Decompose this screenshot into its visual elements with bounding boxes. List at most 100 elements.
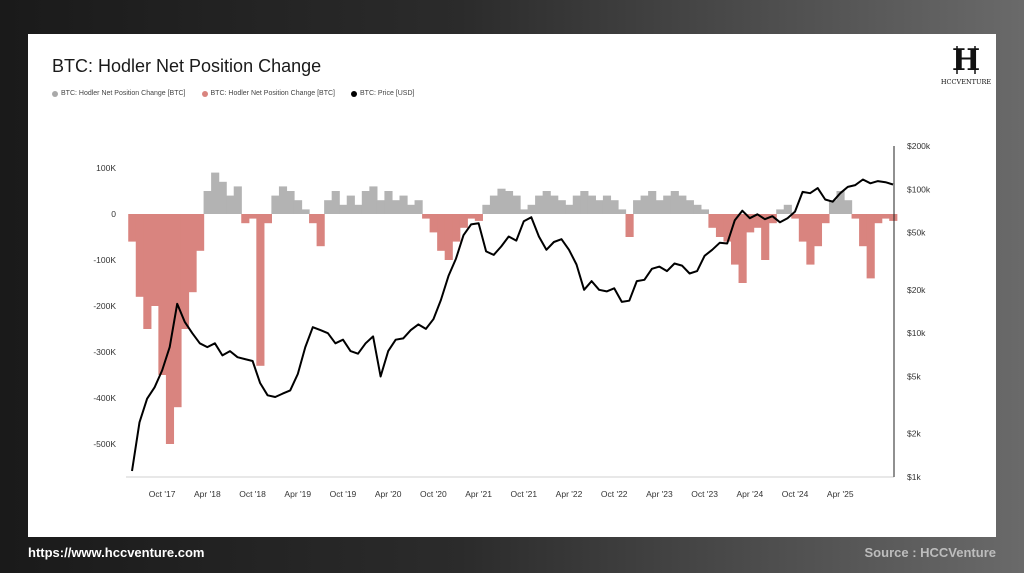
x-tick-label: Apr '20 [375, 489, 402, 499]
net-position-positive-bar [663, 195, 672, 214]
net-position-negative-bar [866, 214, 875, 279]
chart-legend: BTC: Hodler Net Position Change [BTC] BT… [52, 90, 414, 97]
chart-card: BTC: Hodler Net Position Change BTC: Hod… [28, 34, 996, 537]
hccventure-logo: H HCCVENTURE [941, 43, 991, 86]
right-y-tick-label: $100k [907, 184, 931, 194]
net-position-negative-bar [180, 214, 190, 329]
legend-swatch-gray [52, 90, 58, 97]
price-line [131, 178, 894, 472]
net-position-negative-bar [723, 214, 732, 242]
right-y-tick-label: $1k [907, 472, 921, 482]
net-position-negative-bar [173, 214, 182, 408]
net-position-negative-bar [715, 214, 725, 237]
positive-area-layer [203, 172, 853, 214]
net-position-positive-bar [693, 204, 702, 214]
net-position-negative-bar [625, 214, 634, 237]
left-y-tick-label: 0 [111, 209, 116, 219]
net-position-positive-bar [640, 195, 649, 214]
net-position-positive-bar [324, 200, 333, 214]
net-position-negative-bar [881, 214, 890, 219]
net-position-negative-bar [316, 214, 325, 247]
net-position-negative-bar [459, 214, 468, 228]
chart-title: BTC: Hodler Net Position Change [52, 56, 322, 76]
right-y-tick-label: $200k [907, 141, 931, 151]
net-position-negative-bar [452, 214, 461, 242]
net-position-positive-bar [776, 209, 785, 214]
legend-label-negative: BTC: Hodler Net Position Change [BTC] [210, 90, 336, 97]
right-y-tick-label: $10k [907, 328, 926, 338]
net-position-negative-bar [256, 214, 265, 366]
net-position-negative-bar [165, 214, 175, 444]
net-position-negative-bar [444, 214, 453, 260]
x-tick-label: Apr '21 [465, 489, 492, 499]
net-position-positive-bar [407, 204, 416, 214]
price-line-layer [131, 178, 894, 472]
net-position-positive-bar [633, 200, 642, 214]
net-position-positive-bar [527, 204, 536, 214]
left-y-tick-label: -200K [93, 301, 116, 311]
net-position-positive-bar [346, 195, 355, 214]
net-position-positive-bar [655, 200, 664, 214]
net-position-positive-bar [271, 195, 280, 214]
left-y-tick-label: -500K [93, 439, 116, 449]
x-tick-label: Oct '20 [420, 489, 447, 499]
net-position-positive-bar [203, 191, 212, 214]
x-tick-label: Apr '23 [646, 489, 673, 499]
net-position-positive-bar [595, 200, 604, 214]
legend-swatch-red [201, 90, 208, 97]
x-tick-label: Apr '19 [284, 489, 311, 499]
net-position-positive-bar [520, 209, 529, 214]
net-position-positive-bar [293, 200, 303, 214]
left-y-tick-label: -100K [93, 255, 116, 265]
net-position-negative-bar [731, 214, 740, 265]
x-tick-label: Oct '23 [691, 489, 718, 499]
net-position-positive-bar [482, 204, 491, 214]
net-position-positive-bar [565, 204, 574, 214]
net-position-positive-bar [678, 195, 687, 214]
net-position-positive-bar [648, 191, 657, 214]
footer-url[interactable]: https://www.hccventure.com [28, 545, 205, 560]
net-position-positive-bar [836, 191, 845, 214]
net-position-negative-bar [859, 214, 868, 247]
net-position-positive-bar [700, 209, 710, 214]
net-position-negative-bar [474, 214, 483, 221]
net-position-positive-bar [828, 200, 838, 214]
net-position-positive-bar [557, 200, 566, 214]
net-position-negative-bar [821, 214, 830, 224]
logo-text: HCCVENTURE [941, 78, 991, 86]
x-tick-label: Oct '18 [239, 489, 266, 499]
x-tick-label: Oct '21 [510, 489, 537, 499]
net-position-negative-bar [437, 214, 446, 251]
net-position-positive-bar [361, 191, 370, 214]
net-position-positive-bar [572, 195, 581, 214]
net-position-negative-bar [128, 214, 137, 242]
net-position-positive-bar [489, 195, 499, 214]
net-position-negative-bar [753, 214, 762, 228]
net-position-positive-bar [550, 195, 559, 214]
net-position-positive-bar [384, 191, 393, 214]
legend-item-price: BTC: Price [USD] [351, 90, 414, 97]
net-position-negative-bar [467, 214, 476, 219]
x-tick-label: Apr '18 [194, 489, 221, 499]
legend-label-price: BTC: Price [USD] [360, 90, 415, 97]
net-position-negative-bar [135, 214, 144, 297]
net-position-negative-bar [158, 214, 167, 375]
net-position-negative-bar [791, 214, 800, 219]
net-position-positive-bar [685, 200, 694, 214]
net-position-negative-bar [241, 214, 250, 224]
net-position-positive-bar [399, 195, 408, 214]
x-tick-label: Apr '22 [556, 489, 583, 499]
right-y-tick-label: $50k [907, 228, 926, 238]
chart-plot: 100K 0 -100K -200K -300K -400K -500K $200k $100k… [93, 141, 931, 499]
net-position-negative-bar [768, 214, 777, 224]
x-tick-label: Oct '24 [782, 489, 809, 499]
net-position-positive-bar [414, 200, 423, 214]
net-position-negative-bar [309, 214, 318, 224]
left-y-tick-label: 100K [96, 163, 116, 173]
net-position-positive-bar [286, 191, 295, 214]
net-position-negative-bar [422, 214, 431, 219]
net-position-positive-bar [233, 186, 242, 214]
legend-item-negative: BTC: Hodler Net Position Change [BTC] [201, 90, 336, 97]
net-position-negative-bar [143, 214, 152, 329]
net-position-positive-bar [602, 195, 612, 214]
